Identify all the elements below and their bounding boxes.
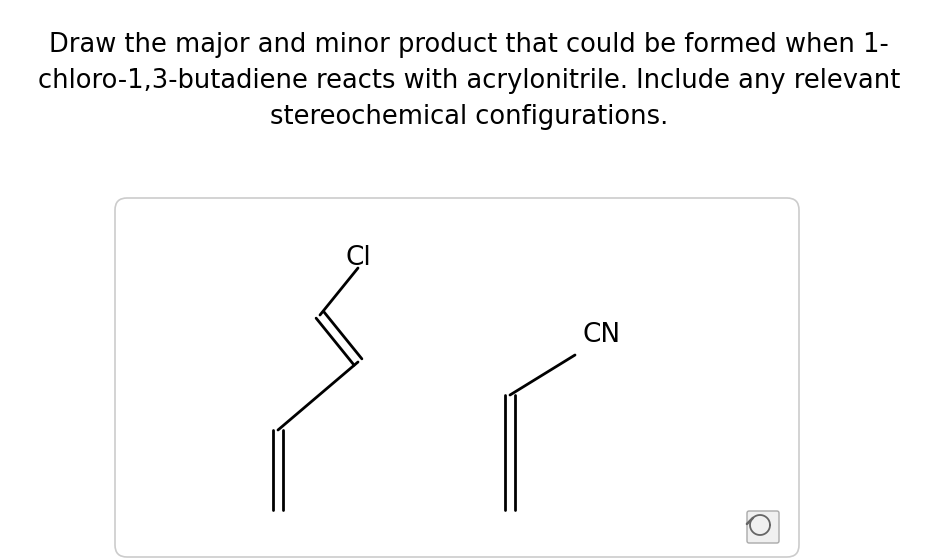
Text: CN: CN bbox=[583, 322, 621, 348]
FancyBboxPatch shape bbox=[747, 511, 779, 543]
FancyBboxPatch shape bbox=[115, 198, 799, 557]
Text: Draw the major and minor product that could be formed when 1-: Draw the major and minor product that co… bbox=[49, 32, 889, 58]
Text: stereochemical configurations.: stereochemical configurations. bbox=[270, 104, 668, 130]
Text: Cl: Cl bbox=[345, 245, 371, 271]
Text: chloro-1,3-butadiene reacts with acrylonitrile. Include any relevant: chloro-1,3-butadiene reacts with acrylon… bbox=[38, 68, 900, 94]
